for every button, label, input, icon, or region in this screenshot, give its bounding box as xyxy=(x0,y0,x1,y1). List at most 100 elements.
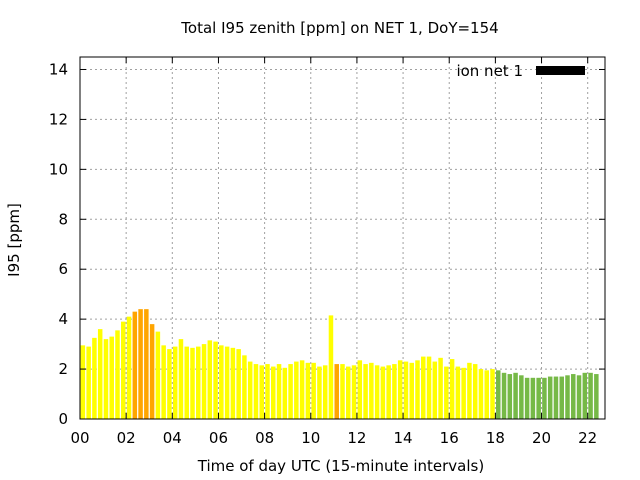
bar xyxy=(455,366,461,419)
x-tick-label: 14 xyxy=(394,429,413,447)
bar xyxy=(449,359,455,419)
bar xyxy=(392,364,397,419)
bar xyxy=(409,362,414,419)
x-tick-label: 02 xyxy=(117,429,136,447)
bar xyxy=(271,366,276,419)
x-tick-label: 16 xyxy=(440,429,459,447)
plot-frame xyxy=(79,56,606,420)
y-tick-label: 12 xyxy=(49,110,68,128)
chart-title: Total I95 zenith [ppm] on NET 1, DoY=154 xyxy=(180,19,498,37)
bar xyxy=(438,357,443,419)
bar xyxy=(565,375,570,419)
x-tick-label: 20 xyxy=(532,429,551,447)
bar xyxy=(259,365,264,419)
bar xyxy=(461,367,466,419)
bar xyxy=(322,365,328,419)
bar xyxy=(490,369,495,419)
bar xyxy=(501,372,507,419)
x-tick-label: 22 xyxy=(578,429,597,447)
bar xyxy=(588,372,593,419)
bar xyxy=(132,311,138,419)
bar xyxy=(115,330,120,419)
x-tick-label: 18 xyxy=(486,429,505,447)
bar xyxy=(346,366,351,419)
legend-label: ion net 1 xyxy=(456,62,523,80)
bar xyxy=(507,374,513,419)
x-tick-label: 00 xyxy=(70,429,89,447)
bar xyxy=(265,364,270,419)
bar xyxy=(351,365,357,419)
bar xyxy=(357,360,363,419)
bar xyxy=(282,367,288,419)
x-tick-label: 12 xyxy=(347,429,366,447)
bar xyxy=(317,366,322,419)
y-tick-label: 14 xyxy=(49,60,68,78)
bar xyxy=(103,339,109,419)
bar xyxy=(397,360,403,419)
bar xyxy=(519,375,524,419)
bar xyxy=(524,377,530,419)
bar xyxy=(236,349,241,419)
bar xyxy=(288,364,293,419)
bar xyxy=(444,366,449,419)
bar xyxy=(571,374,576,419)
y-tick-label: 6 xyxy=(58,260,68,278)
bar xyxy=(276,364,282,419)
bar xyxy=(299,360,305,419)
y-tick-label: 10 xyxy=(49,160,68,178)
bar xyxy=(167,349,172,419)
bar xyxy=(305,362,311,419)
bar xyxy=(207,340,213,419)
bar xyxy=(432,361,438,419)
bar xyxy=(496,370,501,419)
bar xyxy=(144,309,149,419)
x-axis-label: Time of day UTC (15-minute intervals) xyxy=(197,457,484,475)
bar-series xyxy=(80,309,599,419)
bar xyxy=(582,372,588,419)
bar xyxy=(530,377,536,419)
y-axis-label: I95 [ppm] xyxy=(5,203,23,277)
x-tick-label: 10 xyxy=(301,429,320,447)
bar xyxy=(421,356,426,419)
bar xyxy=(386,365,391,419)
bar xyxy=(478,369,484,419)
gridlines xyxy=(80,57,605,419)
legend: ion net 1 xyxy=(456,62,585,80)
bar xyxy=(247,361,253,419)
bar xyxy=(553,376,559,419)
y-tick-label: 0 xyxy=(58,410,68,428)
bar xyxy=(184,346,189,419)
bar xyxy=(513,372,518,419)
bar xyxy=(161,345,166,419)
bar xyxy=(97,329,103,419)
bar xyxy=(536,377,541,419)
bar xyxy=(138,309,143,419)
bar xyxy=(369,362,374,419)
bar xyxy=(426,356,432,419)
bar xyxy=(328,315,334,419)
bar xyxy=(213,341,218,419)
bar xyxy=(172,346,178,419)
bar xyxy=(92,337,97,419)
bar xyxy=(178,339,184,419)
y-tick-label: 8 xyxy=(58,210,68,228)
bar xyxy=(363,364,368,419)
bar xyxy=(121,321,126,419)
bar xyxy=(155,331,161,419)
bar xyxy=(334,364,339,419)
y-tick-label: 4 xyxy=(58,310,68,328)
bar xyxy=(340,364,345,419)
bar xyxy=(294,361,299,419)
bar xyxy=(242,355,247,419)
bar xyxy=(86,346,91,419)
bar xyxy=(311,362,316,419)
bar xyxy=(403,361,409,419)
bar xyxy=(594,374,599,419)
bar xyxy=(149,324,155,419)
bar xyxy=(201,344,207,419)
bar xyxy=(219,345,224,419)
x-tick-label: 06 xyxy=(209,429,228,447)
bar xyxy=(467,362,472,419)
